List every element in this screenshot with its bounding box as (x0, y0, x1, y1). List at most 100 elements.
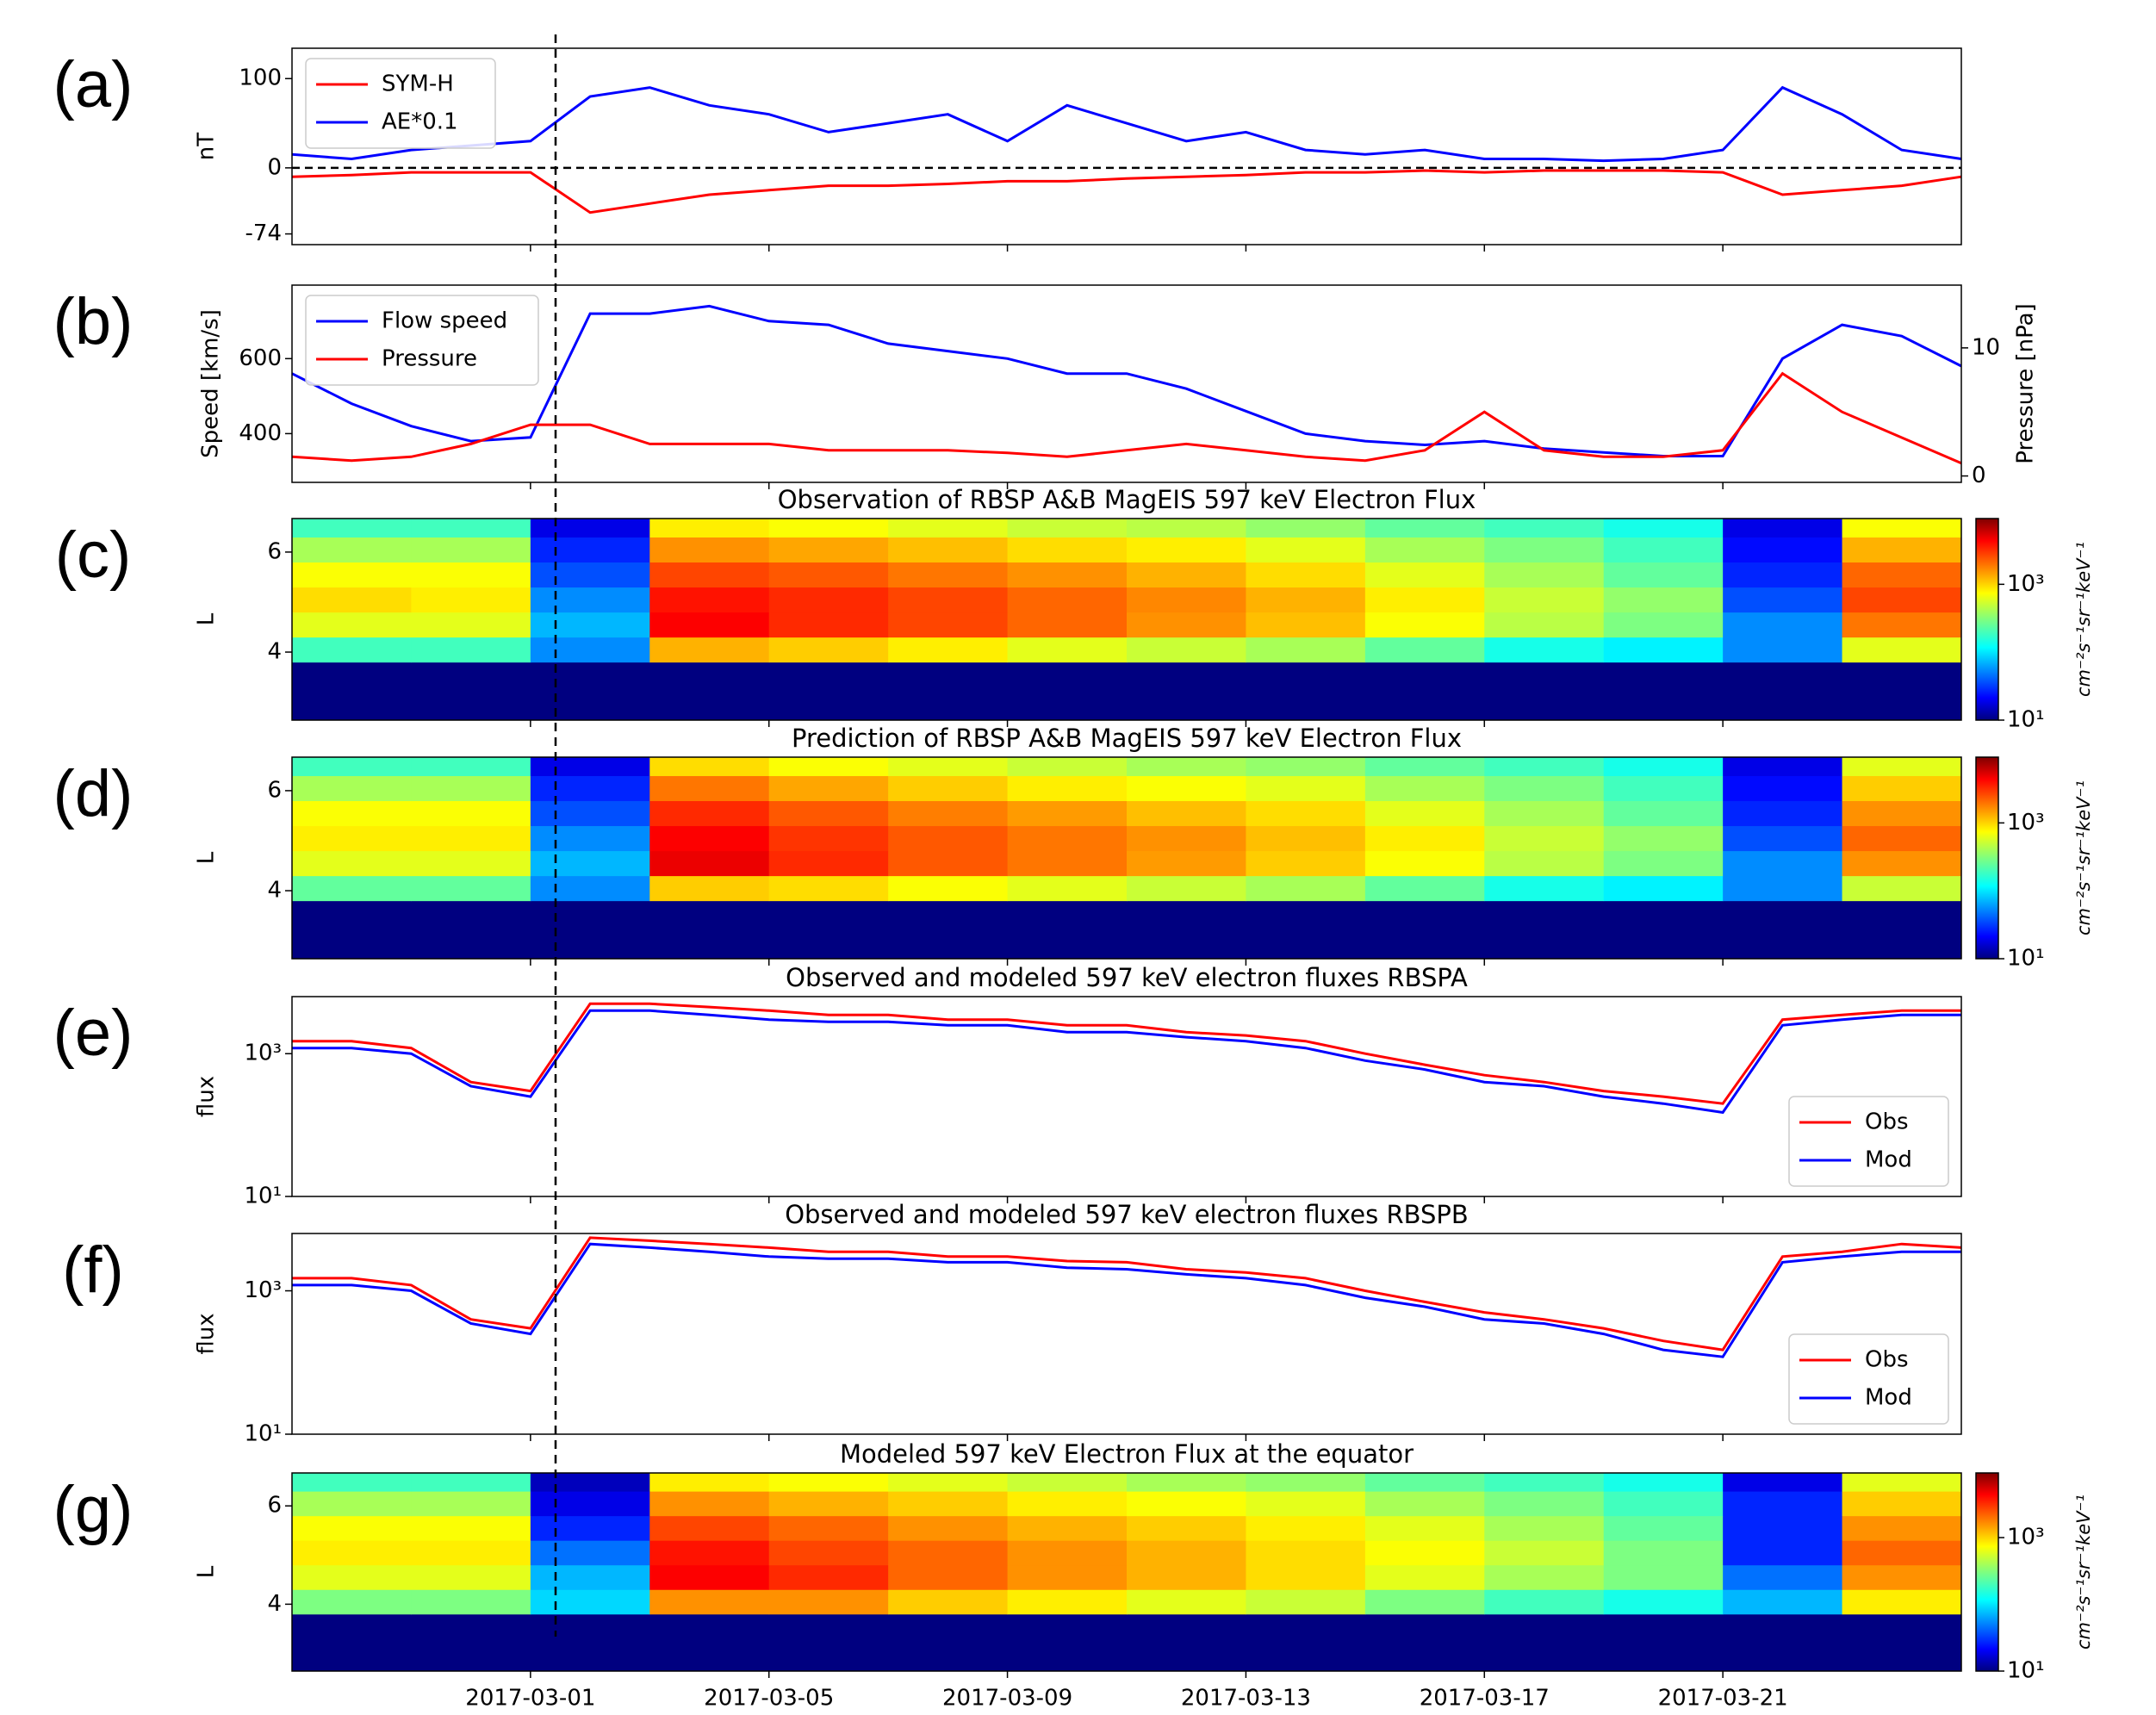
heatmap-cell (649, 612, 770, 638)
heatmap-cell (888, 1515, 1009, 1541)
heatmap-cell (1603, 775, 1724, 802)
heatmap-cell (888, 519, 1009, 537)
heatmap-cell (1842, 825, 1962, 852)
heatmap-cell (1127, 1473, 1246, 1492)
heatmap-cell (1127, 562, 1246, 588)
heatmap-cell (1842, 519, 1962, 537)
heatmap-cell (530, 875, 650, 902)
heatmap-cell (1007, 519, 1128, 537)
colorbar-tick-label: 10¹ (2007, 707, 2045, 733)
y-tick-label: 10¹ (244, 1184, 282, 1209)
heatmap-cell (1007, 850, 1128, 877)
heatmap-cell (1364, 850, 1485, 877)
panel-title: Modeled 597 keV Electron Flux at the equ… (840, 1439, 1414, 1469)
heatmap-cell (768, 850, 889, 877)
heatmap-cell (768, 900, 889, 960)
heatmap-cell (1127, 1589, 1246, 1615)
panel-label: (e) (53, 997, 134, 1070)
heatmap-cell (1842, 537, 1962, 563)
heatmap-cell (1127, 825, 1246, 852)
heatmap-cell (1484, 875, 1605, 902)
colorbar-tick-label: 10³ (2007, 1525, 2045, 1550)
y2-axis-label: Pressure [nPa] (2013, 303, 2039, 464)
heatmap-cell (1246, 825, 1366, 852)
heatmap-cell (1842, 662, 1962, 721)
heatmap-cell (1364, 662, 1485, 721)
colorbar-tick-label: 10¹ (2007, 1658, 2045, 1684)
heatmap-cell (1127, 519, 1246, 537)
heatmap-cell (649, 825, 770, 852)
heatmap-cell (1842, 1491, 1962, 1517)
heatmap-cell (888, 757, 1009, 776)
heatmap-cell (1842, 637, 1962, 663)
heatmap-cell (768, 587, 889, 613)
legend-box (1788, 1096, 1949, 1187)
heatmap-cell (1007, 900, 1128, 960)
plot-frame (291, 284, 1962, 483)
heatmap-cell (768, 800, 889, 827)
plot-frame (291, 1472, 1962, 1672)
heatmap-cell (530, 775, 650, 802)
heatmap-cell (292, 1515, 412, 1541)
heatmap-cell (888, 1589, 1009, 1615)
heatmap-cell (888, 637, 1009, 663)
heatmap-cell (888, 562, 1009, 588)
heatmap-cell (411, 825, 531, 852)
y-axis-label: Speed [km/s] (198, 309, 224, 458)
heatmap-cell (1603, 537, 1724, 563)
heatmap-cell (888, 1540, 1009, 1566)
y-tick-label: 10¹ (244, 1421, 282, 1447)
heatmap-cell (1723, 1473, 1843, 1492)
heatmap-cell (411, 1515, 531, 1541)
heatmap-cell (292, 1564, 412, 1590)
heatmap-cell (1484, 562, 1605, 588)
heatmap-cell (1842, 775, 1962, 802)
heatmap-cell (649, 850, 770, 877)
heatmap-cell (1007, 537, 1128, 563)
heatmap-cell (649, 1564, 770, 1590)
x-tick-label: 2017-03-13 (1181, 1686, 1311, 1712)
heatmap-cell (1484, 587, 1605, 613)
heatmap-cell (768, 1540, 889, 1566)
heatmap-cell (1364, 1540, 1485, 1566)
heatmap-cell (411, 1589, 531, 1615)
heatmap-cell (1007, 1564, 1128, 1590)
heatmap-cell (1007, 1589, 1128, 1615)
heatmap-cell (1364, 519, 1485, 537)
heatmap-cell (1842, 1589, 1962, 1615)
heatmap-cell (1842, 875, 1962, 902)
heatmap-cell (888, 612, 1009, 638)
heatmap-cell (768, 875, 889, 902)
heatmap-cell (1723, 537, 1843, 563)
heatmap-cell (1364, 1564, 1485, 1590)
heatmap-cell (649, 775, 770, 802)
heatmap-cell (1364, 1515, 1485, 1541)
series-line (291, 304, 1962, 457)
panel-title: Observed and modeled 597 keV electron fl… (785, 1200, 1469, 1229)
y-tick-label: 4 (267, 639, 282, 665)
heatmap-cell (649, 900, 770, 960)
heatmap-cell (768, 1589, 889, 1615)
heatmap-cell (768, 825, 889, 852)
heatmap-cell (649, 1613, 770, 1672)
heatmap-cell (768, 637, 889, 663)
heatmap-cell (1723, 519, 1843, 537)
heatmap-cell (649, 875, 770, 902)
heatmap-cell (292, 850, 412, 877)
heatmap-cell (649, 562, 770, 588)
heatmap-cell (530, 800, 650, 827)
heatmap-cell (1246, 900, 1366, 960)
heatmap-cell (1484, 612, 1605, 638)
heatmap-cell (1127, 1491, 1246, 1517)
heatmap-cell (292, 612, 412, 638)
heatmap-cell (1364, 757, 1485, 776)
heatmap-cell (530, 562, 650, 588)
heatmap-cell (1484, 1491, 1605, 1517)
heatmap-cell (768, 1515, 889, 1541)
legend-box (1788, 1333, 1949, 1425)
heatmap-cell (1007, 562, 1128, 588)
heatmap-cell (530, 1515, 650, 1541)
heatmap-cell (888, 1491, 1009, 1517)
heatmap-cell (1364, 637, 1485, 663)
heatmap-cell (1723, 1515, 1843, 1541)
